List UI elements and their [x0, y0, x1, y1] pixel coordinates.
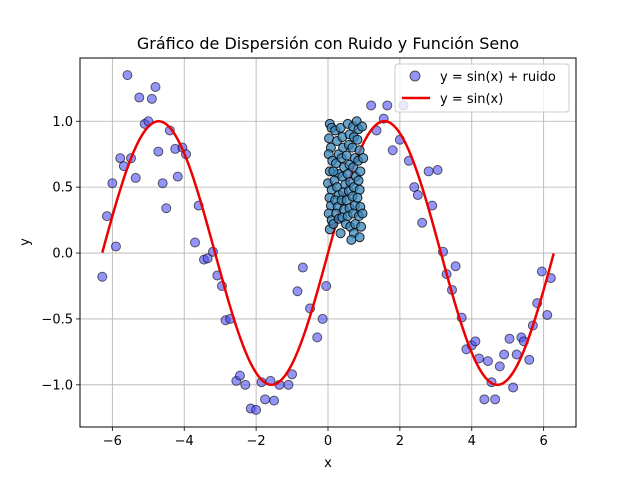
y-tick-label: 1.0: [52, 115, 73, 130]
noise-point: [321, 280, 332, 291]
noise-point: [292, 286, 303, 297]
noise-point: [101, 211, 112, 222]
legend-box: [394, 63, 570, 113]
noise-point: [150, 81, 161, 92]
noise-point: [382, 100, 393, 111]
y-tick-label: 0.5: [52, 181, 73, 196]
x-tick-label: 0: [324, 434, 332, 449]
noise-point: [387, 145, 398, 156]
x-tick-label: −2: [247, 434, 266, 449]
noise-point: [366, 100, 377, 111]
axis-ticks: −6 −4 −2 0 2 4 6 −1.0 −0.5 0.0 0.5 1.0: [41, 115, 547, 449]
cluster-point: [357, 208, 368, 219]
noise-point: [97, 271, 108, 282]
noise-point: [524, 354, 535, 365]
noise-point: [312, 332, 323, 343]
cluster-point: [354, 232, 365, 243]
noise-point: [494, 361, 505, 372]
noise-point: [146, 93, 157, 104]
noise-point: [134, 92, 145, 103]
noise-point: [482, 356, 493, 367]
x-tick-label: −6: [103, 434, 122, 449]
noise-point: [287, 369, 298, 380]
cluster-point: [356, 221, 367, 232]
legend-label-line: y = sin(x): [440, 92, 503, 107]
cluster-point: [353, 175, 364, 186]
noise-point: [234, 370, 245, 381]
noise-point: [153, 146, 164, 157]
noise-point: [172, 171, 183, 182]
cluster-point: [355, 166, 366, 177]
noise-point: [107, 178, 118, 189]
cluster-point: [352, 134, 363, 145]
cluster-point: [357, 121, 368, 132]
noise-point: [260, 394, 271, 405]
noise-point: [490, 394, 501, 405]
noise-point: [499, 349, 510, 360]
noise-point: [190, 237, 201, 248]
noise-point: [297, 262, 308, 273]
noise-point: [470, 336, 481, 347]
noise-point: [251, 404, 262, 415]
plot-area: [97, 70, 556, 415]
noise-point: [161, 203, 172, 214]
cluster-point: [358, 153, 369, 164]
x-tick-label: 2: [396, 434, 404, 449]
x-tick-label: 4: [468, 434, 476, 449]
legend-label-scatter: y = sin(x) + ruido: [440, 70, 556, 85]
cluster-point: [335, 228, 346, 239]
y-tick-label: −1.0: [41, 378, 73, 393]
cluster-point: [341, 150, 352, 161]
y-tick-label: −0.5: [41, 312, 73, 327]
x-tick-label: 6: [540, 434, 548, 449]
cluster-point: [352, 192, 363, 203]
legend: y = sin(x) + ruido y = sin(x): [394, 63, 570, 113]
noise-point: [412, 190, 423, 201]
noise-point: [122, 70, 133, 81]
sine-curve-series: [101, 120, 555, 387]
y-axis-label: y: [18, 238, 33, 246]
x-axis-label: x: [324, 456, 332, 471]
noise-point: [157, 178, 168, 189]
chart-title: Gráfico de Dispersión con Ruido y Funció…: [137, 34, 519, 53]
cluster-scatter-series: [323, 116, 369, 245]
noise-point: [542, 309, 553, 320]
noise-point: [317, 313, 328, 324]
noise-point: [423, 166, 434, 177]
sine-curve: [101, 120, 555, 387]
noise-point: [479, 394, 490, 405]
noise-point: [110, 241, 121, 252]
cluster-point: [328, 166, 339, 177]
noise-point: [508, 382, 519, 393]
noise-point: [432, 165, 443, 176]
y-tick-label: 0.0: [52, 247, 73, 262]
cluster-point: [346, 234, 357, 245]
noise-point: [536, 266, 547, 277]
noise-point: [504, 333, 515, 344]
noise-point: [130, 172, 141, 183]
noise-point: [417, 217, 428, 228]
noise-point: [450, 261, 461, 272]
noise-point: [283, 379, 294, 390]
x-tick-label: −4: [175, 434, 194, 449]
noise-point: [269, 395, 280, 406]
noise-point: [202, 253, 213, 264]
noise-point: [240, 379, 251, 390]
legend-marker-scatter: [409, 70, 421, 82]
